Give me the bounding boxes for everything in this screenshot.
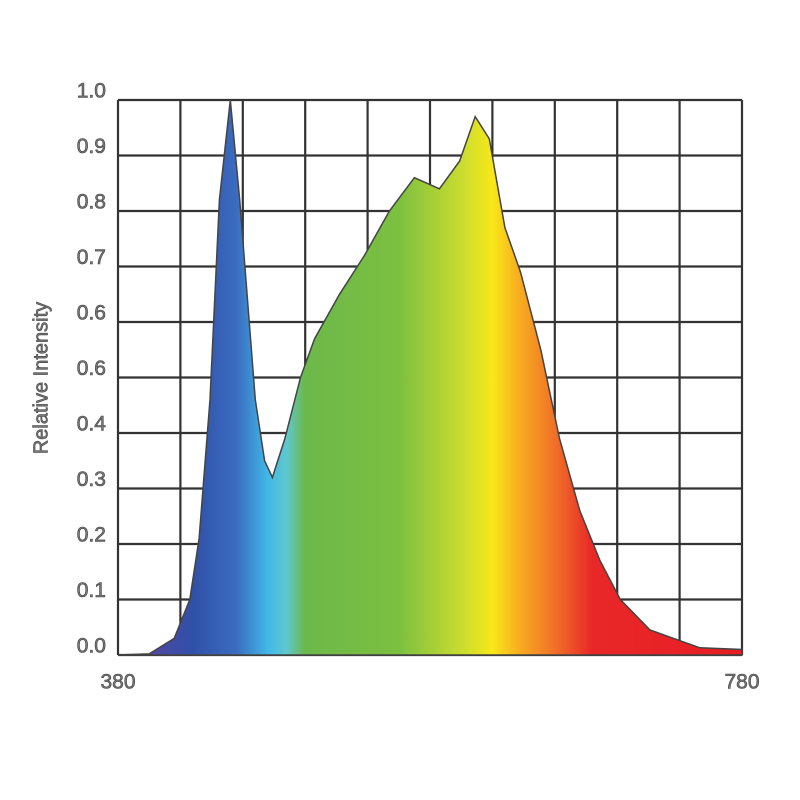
y-tick-label: 0.8 <box>77 191 106 214</box>
y-tick-label: 0.6 <box>77 357 106 380</box>
x-tick-label: 780 <box>724 671 759 694</box>
spectrum-area <box>117 99 743 656</box>
x-tick-label: 380 <box>100 671 135 694</box>
y-axis-label: Relative Intensity <box>30 302 52 454</box>
y-tick-label: 0.9 <box>77 135 106 158</box>
y-tick-label: 0.4 <box>77 413 107 436</box>
y-tick-label: 0.2 <box>77 524 106 547</box>
y-tick-label: 0.3 <box>77 468 106 491</box>
y-tick-label: 0.0 <box>77 635 106 658</box>
y-tick-label: 0.7 <box>77 246 106 269</box>
y-tick-label: 0.1 <box>77 579 106 602</box>
y-tick-label: 0.6 <box>77 302 106 325</box>
y-tick-label: 1.0 <box>77 80 106 103</box>
